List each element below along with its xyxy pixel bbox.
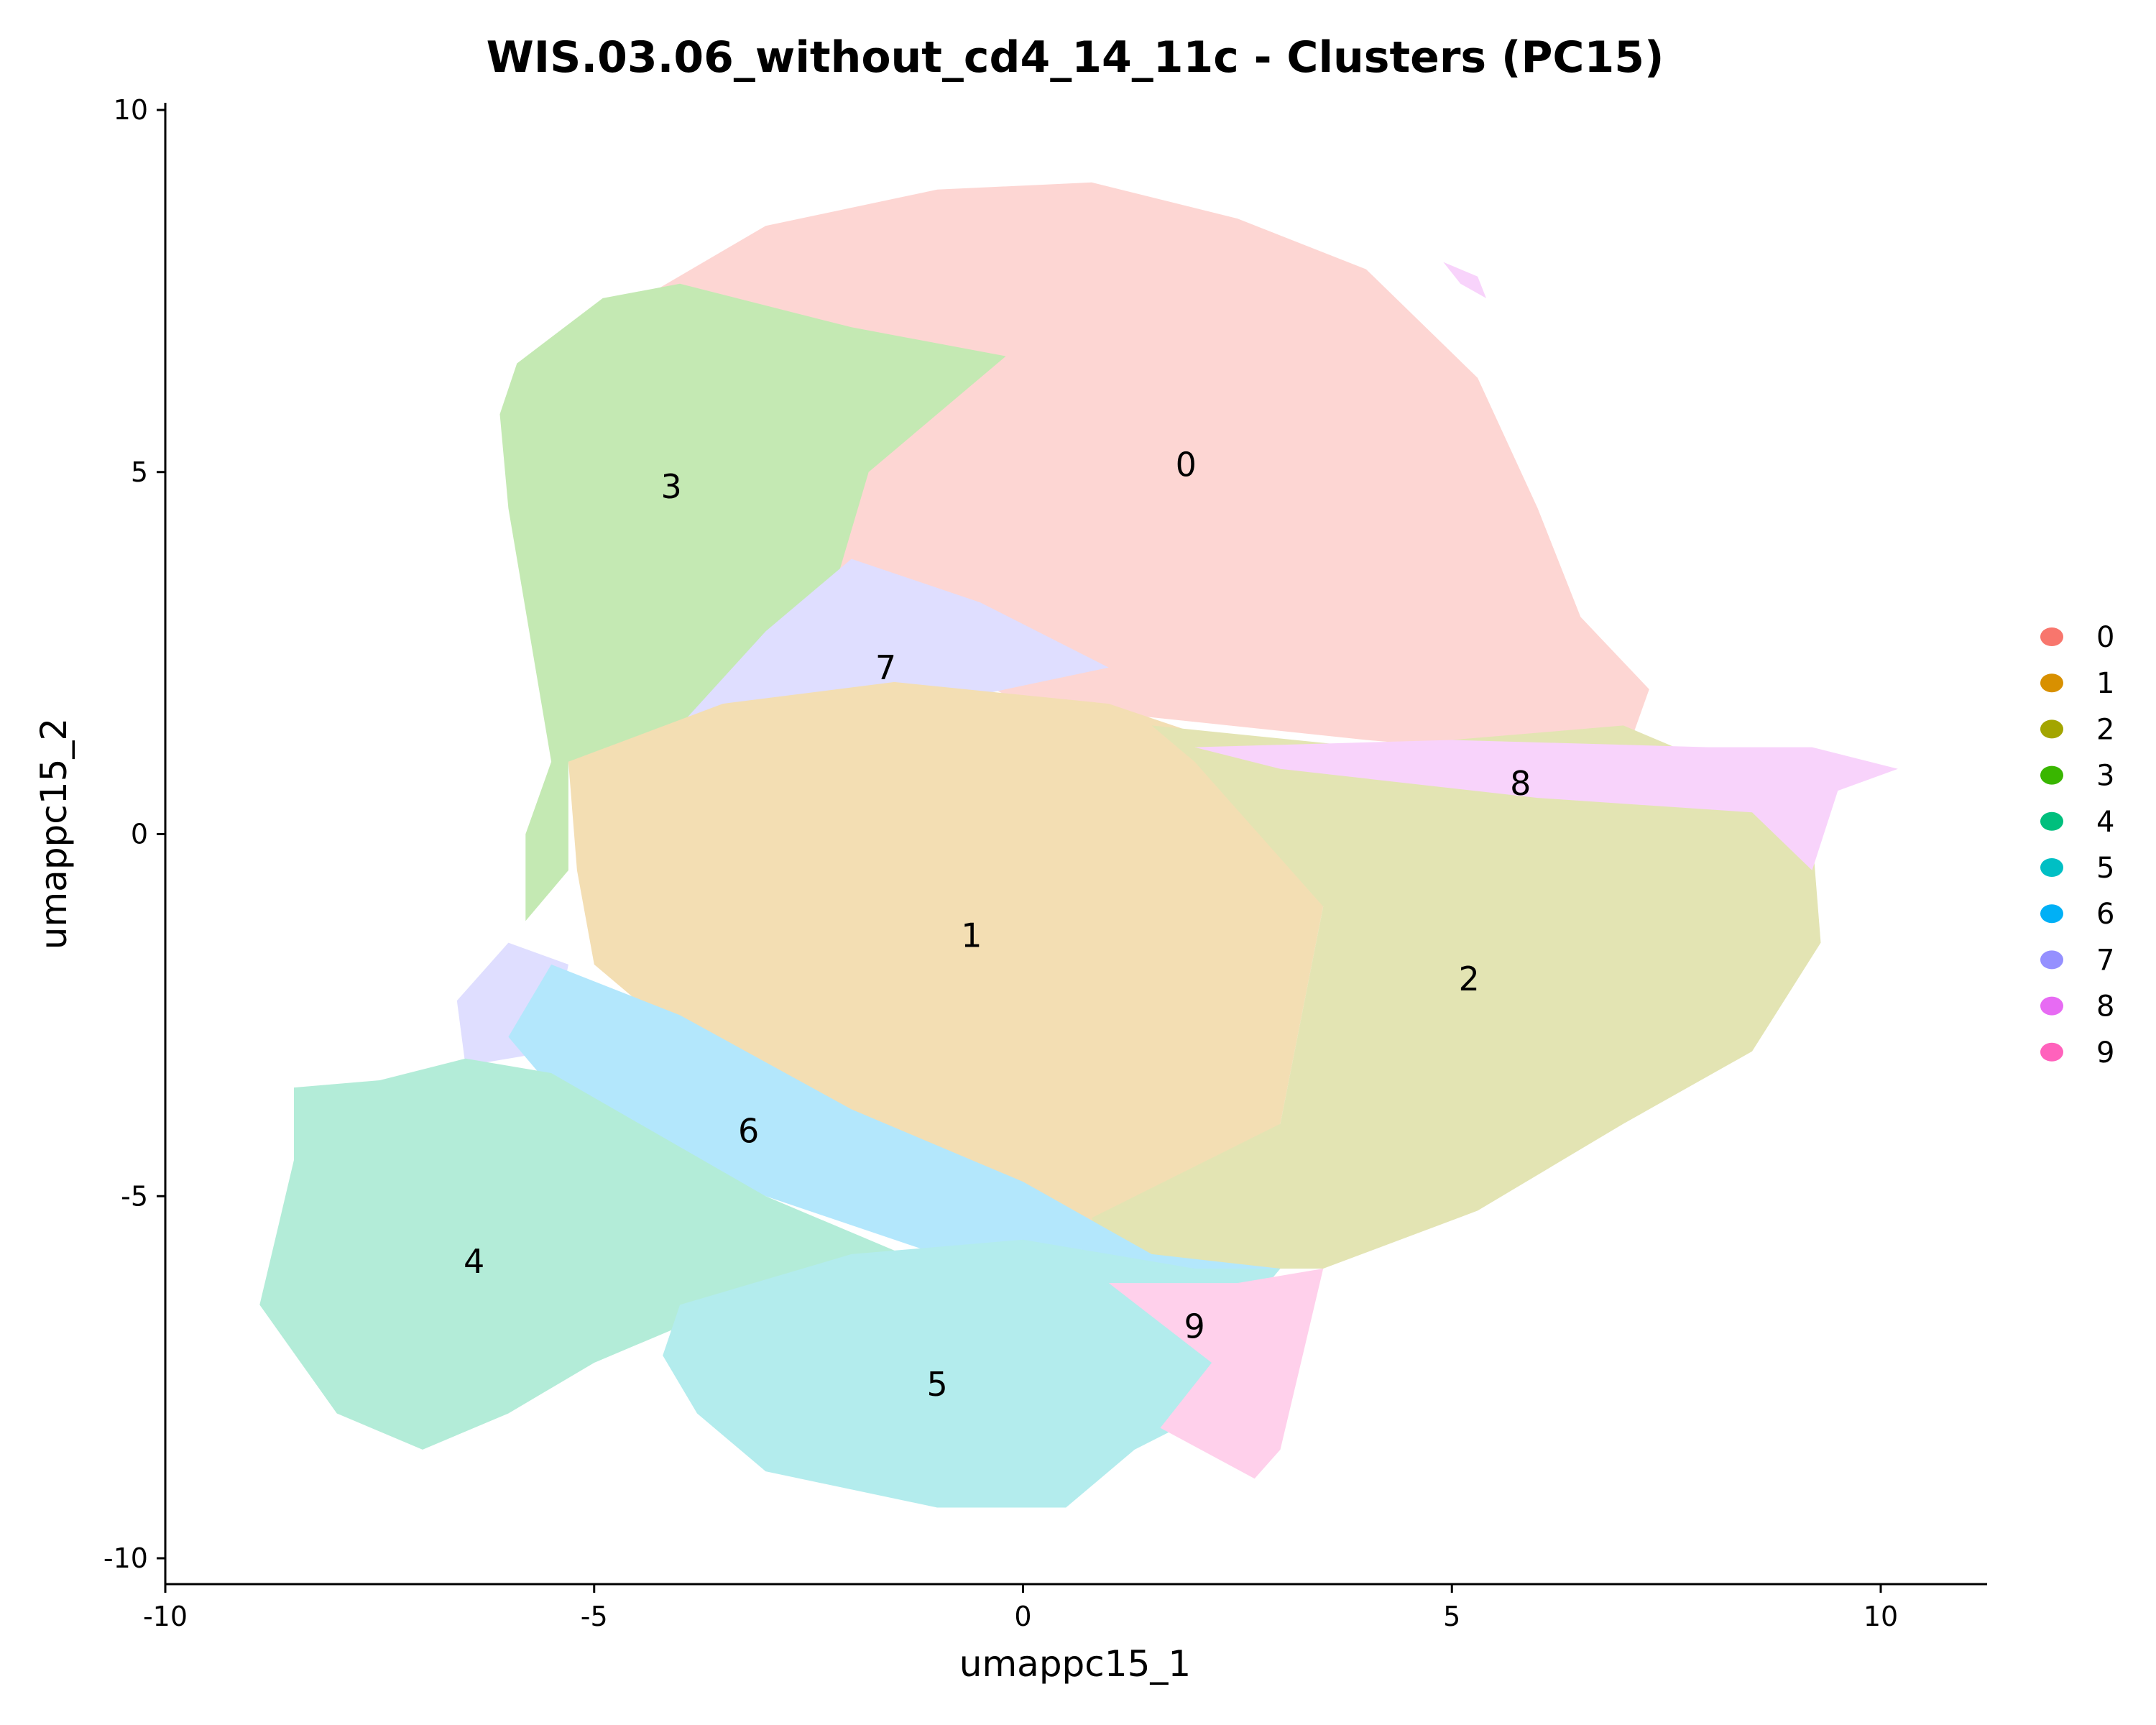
legend: 0 1 2 3 4 5 6 7 8 9 (2040, 621, 2114, 1070)
legend-label-2: 2 (2096, 713, 2114, 746)
cluster-6-points (508, 964, 1281, 1291)
cluster-label-0: 0 (1176, 446, 1197, 484)
cluster-label-4: 4 (464, 1242, 484, 1281)
legend-label-7: 7 (2096, 944, 2114, 977)
cluster-9-points (1108, 1269, 1324, 1479)
x-tick-label: -5 (581, 1601, 608, 1632)
cluster-3-points (499, 283, 1006, 921)
legend-key-4 (2040, 811, 2063, 831)
legend-label-4: 4 (2096, 806, 2114, 839)
x-axis-title: umappc15_1 (959, 1643, 1191, 1685)
cluster-8-points (1194, 740, 1898, 870)
cluster-label-1: 1 (961, 916, 982, 955)
legend-key-3 (2040, 765, 2063, 785)
cluster-label-2: 2 (1458, 960, 1479, 998)
legend-label-9: 9 (2096, 1036, 2114, 1070)
legend-key-5 (2040, 858, 2063, 877)
legend-key-1 (2040, 673, 2063, 693)
x-tick-label: -10 (143, 1601, 188, 1632)
legend-label-6: 6 (2096, 898, 2114, 931)
cluster-labels: 0 1 2 3 4 5 6 7 8 9 (464, 446, 1531, 1404)
legend-label-5: 5 (2096, 852, 2114, 885)
y-tick-label: -10 (103, 1542, 148, 1574)
cluster-label-9: 9 (1184, 1307, 1205, 1346)
legend-label-3: 3 (2096, 760, 2114, 793)
legend-key-7 (2040, 950, 2063, 970)
legend-label-8: 8 (2096, 990, 2114, 1024)
cluster-5-points (663, 1239, 1281, 1508)
y-tick-label: 5 (131, 456, 148, 488)
legend-label-0: 0 (2096, 621, 2114, 654)
cluster-label-7: 7 (875, 648, 896, 687)
x-tick-label: 0 (1014, 1601, 1031, 1632)
legend-key-9 (2040, 1042, 2063, 1062)
legend-key-6 (2040, 904, 2063, 924)
cluster-8-points (1443, 262, 1486, 298)
cluster-label-3: 3 (661, 467, 682, 506)
legend-key-8 (2040, 996, 2063, 1016)
legend-label-1: 1 (2096, 667, 2114, 700)
y-tick-label: -5 (121, 1180, 148, 1212)
cluster-label-8: 8 (1510, 764, 1531, 803)
cluster-2-points (1092, 725, 1821, 1269)
cluster-label-5: 5 (927, 1365, 948, 1404)
x-tick-label: 5 (1443, 1601, 1460, 1632)
cluster-7-points (680, 558, 1109, 726)
cluster-point-clouds (259, 182, 1898, 1508)
cluster-4-points (259, 1058, 938, 1450)
y-ticks: -10 -5 0 5 10 (103, 94, 165, 1574)
x-tick-label: 10 (1864, 1601, 1898, 1632)
legend-key-0 (2040, 627, 2063, 646)
y-axis-title: umappc15_2 (33, 718, 75, 949)
x-ticks: -10 -5 0 5 10 (143, 1584, 1898, 1632)
y-tick-label: 10 (114, 94, 148, 126)
legend-key-2 (2040, 719, 2063, 739)
cluster-label-6: 6 (738, 1112, 759, 1151)
chart-title: WIS.03.06_without_cd4_14_11c - Clusters … (487, 32, 1664, 83)
y-tick-label: 0 (131, 819, 148, 850)
